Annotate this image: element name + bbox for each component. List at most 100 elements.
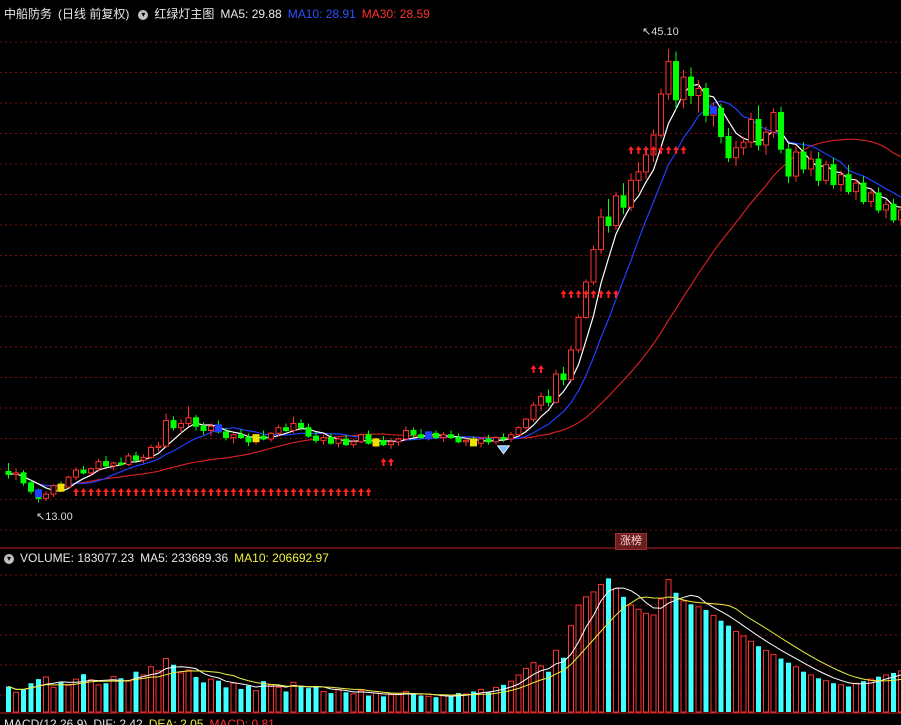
candle-body: [118, 462, 124, 465]
ma30-value: MA30: 28.59: [361, 7, 430, 21]
candle-body: [575, 316, 582, 351]
candle-body: [515, 427, 522, 436]
candle-body: [238, 434, 244, 439]
volume-ma5: MA5: 233689.36: [140, 551, 229, 565]
volume-bar: [658, 598, 664, 713]
candle-body: [740, 141, 747, 149]
volume-header: ▾ VOLUME: 183077.23 MA5: 233689.36 MA10: 20…: [4, 550, 335, 566]
volume-bar: [36, 679, 41, 712]
candle-body: [343, 438, 349, 446]
volume-bar: [381, 696, 386, 712]
limit-up-tag[interactable]: 涨榜: [615, 533, 647, 550]
volume-bar: [290, 681, 297, 713]
candle-body: [388, 441, 394, 446]
volume-bar: [546, 671, 551, 712]
volume-bar: [628, 604, 634, 713]
candle-body: [328, 437, 334, 444]
volume-bar: [515, 674, 522, 713]
candle-body: [268, 432, 274, 440]
candle-body: [365, 434, 372, 444]
signal-marker: [215, 424, 222, 433]
signal-arrow: [118, 488, 124, 496]
candle-body: [725, 135, 732, 159]
signal-arrow: [650, 146, 657, 154]
signal-arrow: [103, 488, 109, 496]
candle-body: [133, 455, 139, 461]
volume-bar: [171, 664, 176, 712]
candle-body: [485, 438, 492, 443]
volume-bar: [230, 682, 237, 713]
volume-bar: [238, 688, 244, 712]
volume-bar: [748, 640, 754, 713]
volume-bar: [823, 680, 829, 713]
candle-body: [350, 441, 357, 446]
candle-body: [703, 87, 709, 116]
candle-body: [553, 373, 559, 403]
volume-dropdown-icon[interactable]: ▾: [4, 553, 14, 564]
signal-arrow: [680, 146, 687, 154]
signal-arrow: [178, 488, 184, 496]
signal-arrow: [95, 488, 102, 496]
candle-body: [275, 427, 282, 434]
volume-bar: [891, 672, 896, 712]
candle-body: [440, 434, 447, 439]
candle-body: [223, 431, 229, 439]
low-price-label: ↖13.00: [36, 511, 73, 523]
candle-body: [650, 134, 657, 156]
volume-bar: [283, 691, 289, 712]
dropdown-icon[interactable]: ▾: [138, 9, 149, 20]
volume-bar: [868, 678, 874, 713]
candle-body: [853, 182, 859, 193]
signal-arrow: [290, 488, 297, 496]
volume-ma10-line: [8, 596, 901, 696]
volume-bar: [448, 696, 454, 712]
volume-bar: [335, 688, 342, 713]
candle-body: [605, 216, 612, 227]
volume-bar: [275, 686, 282, 713]
candle-body: [433, 432, 439, 439]
diamond-marker: [496, 445, 511, 455]
volume-bar: [598, 584, 604, 713]
candle-body: [50, 485, 57, 495]
signal-arrow: [658, 146, 664, 154]
signal-arrow: [80, 488, 87, 496]
volume-bar: [508, 680, 514, 713]
candle-body: [763, 131, 769, 146]
candle-body: [508, 434, 514, 440]
candle-body: [13, 472, 19, 475]
signal-arrow: [208, 488, 214, 496]
signal-arrow: [170, 488, 177, 496]
volume-bar: [73, 678, 79, 713]
volume-bar: [133, 671, 139, 712]
signal-arrow: [358, 488, 364, 496]
candle-body: [718, 107, 724, 137]
volume-bar: [373, 692, 379, 713]
candle-body: [898, 209, 901, 221]
signal-marker: [35, 489, 42, 498]
signal-marker: [470, 438, 477, 447]
volume-bar: [163, 658, 169, 713]
candle-body: [868, 192, 874, 203]
signal-arrow: [335, 488, 342, 496]
volume-bar: [793, 666, 799, 713]
ma10-line: [8, 100, 901, 487]
volume-bar: [876, 676, 881, 712]
volume-bar: [343, 692, 349, 712]
candle-body: [673, 61, 679, 101]
candle-body: [358, 434, 364, 443]
volume-bar: [478, 688, 484, 713]
candle-body: [478, 438, 484, 444]
volume-bar: [50, 686, 57, 713]
signal-arrow: [388, 458, 394, 466]
signal-arrow: [260, 488, 267, 496]
candle-body: [260, 435, 267, 440]
volume-ma5-line: [8, 587, 901, 697]
candle-body: [245, 437, 252, 443]
candle-body: [823, 164, 829, 181]
volume-bar: [95, 684, 102, 713]
signal-marker: [710, 106, 717, 115]
candle-body: [883, 203, 889, 211]
signal-arrow: [200, 488, 207, 496]
candle-body: [290, 422, 297, 432]
